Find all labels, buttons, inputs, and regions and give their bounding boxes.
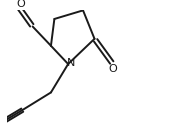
Text: N: N: [67, 58, 75, 68]
Text: O: O: [108, 64, 117, 74]
Text: O: O: [17, 0, 25, 9]
